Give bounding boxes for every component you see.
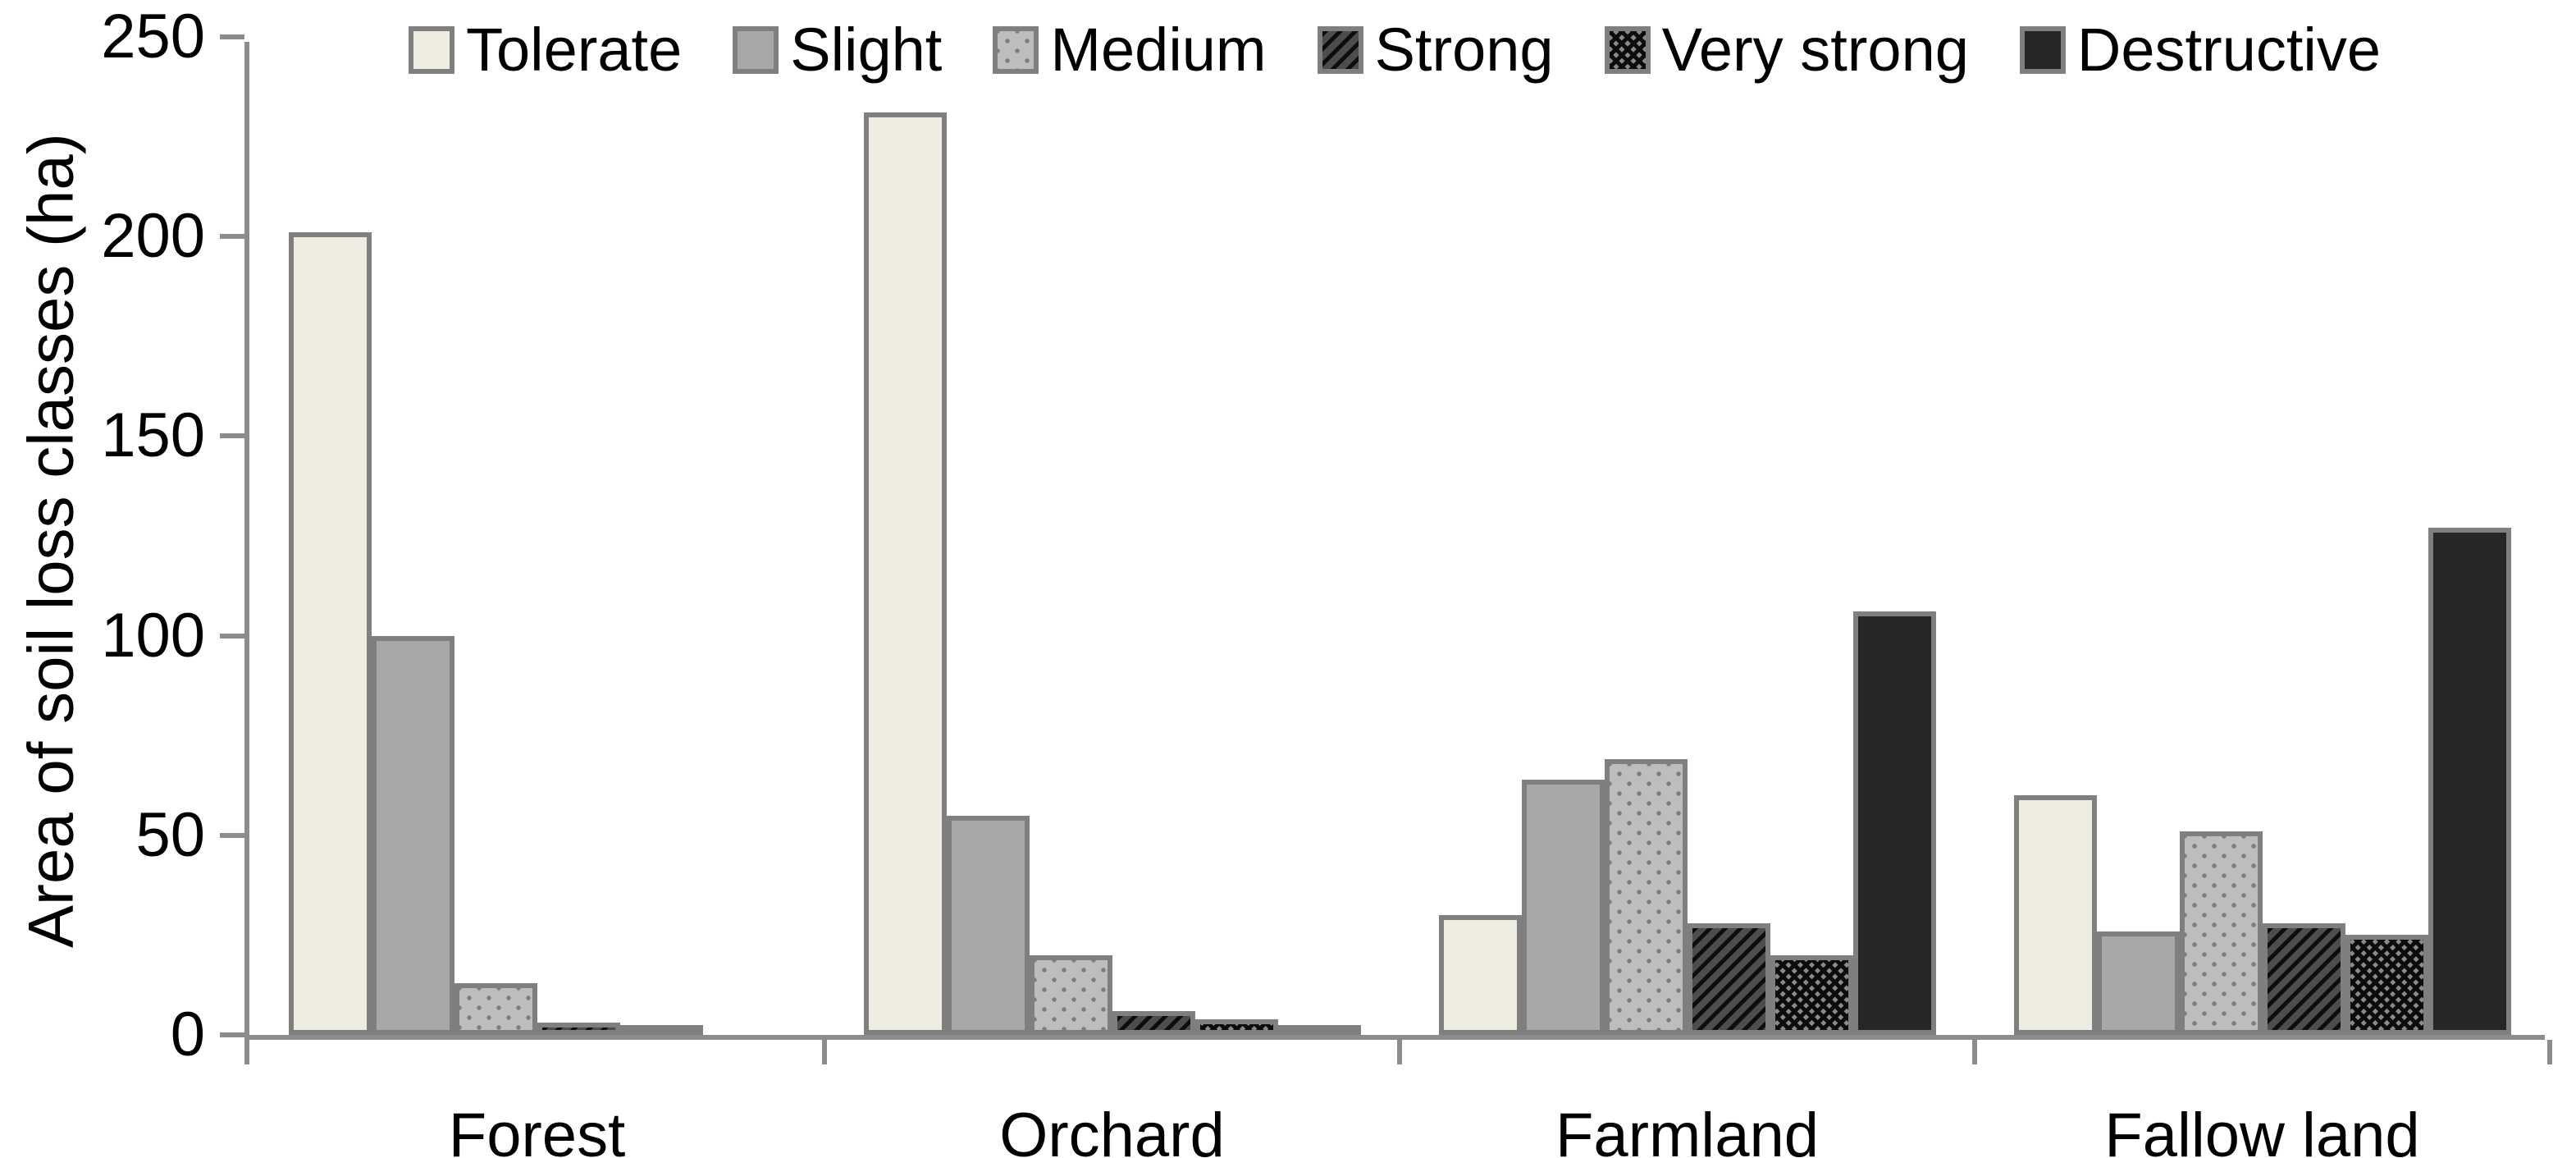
y-tick-mark — [220, 1032, 244, 1037]
legend-item-medium: Medium — [993, 16, 1267, 84]
y-tick-mark — [220, 433, 244, 439]
bar-very-strong — [2345, 935, 2428, 1035]
legend-label: Very strong — [1661, 16, 1969, 84]
bar-group-farmland — [1400, 611, 1975, 1035]
y-tick-label: 250 — [101, 2, 205, 71]
bar-very-strong — [1194, 1018, 1278, 1035]
bar-very-strong — [1770, 954, 1853, 1035]
bar-slight — [371, 635, 454, 1035]
bar-slight — [946, 815, 1030, 1035]
bar-medium — [1604, 759, 1688, 1035]
legend-item-very-strong: Very strong — [1604, 16, 1969, 84]
y-tick-label: 200 — [101, 201, 205, 272]
y-tick-label: 150 — [101, 400, 205, 471]
x-boundary-tick — [822, 1040, 827, 1064]
bar-medium — [1029, 954, 1112, 1035]
legend-swatch-icon — [2019, 26, 2066, 74]
bar-destructive — [1277, 1025, 1361, 1035]
legend-item-destructive: Destructive — [2019, 16, 2382, 84]
bar-group-fallow-land — [1975, 528, 2550, 1035]
legend-swatch-icon — [1604, 26, 1651, 74]
bar-group-forest — [249, 232, 824, 1035]
bar-tolerate — [1438, 915, 1522, 1035]
legend-label: Tolerate — [465, 16, 683, 84]
x-category-label: Fallow land — [2104, 1101, 2420, 1158]
legend-swatch-icon — [1317, 26, 1363, 74]
x-category-label: Farmland — [1555, 1101, 1819, 1158]
legend-swatch-icon — [733, 26, 779, 74]
legend-label: Medium — [1050, 16, 1267, 84]
bar-strong — [537, 1023, 620, 1035]
x-boundary-tick — [244, 1040, 249, 1064]
legend-item-slight: Slight — [733, 18, 942, 82]
x-category-label: Orchard — [999, 1101, 1225, 1158]
bar-strong — [1112, 1010, 1195, 1035]
bar-destructive — [1852, 611, 1936, 1035]
x-boundary-tick — [1972, 1040, 1977, 1064]
chart-legend: Tolerate Slight Medium Strong Very strong Des… — [244, 13, 2545, 87]
legend-label: Strong — [1374, 16, 1554, 84]
y-tick-label: 50 — [135, 799, 205, 870]
y-tick-mark — [220, 34, 244, 39]
bar-destructive — [2428, 528, 2511, 1035]
y-tick-label: 100 — [101, 600, 205, 671]
bar-strong — [1687, 922, 1770, 1035]
bar-slight — [2096, 931, 2180, 1035]
bar-strong — [2262, 922, 2345, 1035]
bar-medium — [454, 982, 537, 1035]
y-axis-title: Area of soil loss classes (ha) — [14, 133, 87, 949]
x-boundary-tick — [1397, 1040, 1402, 1064]
y-tick-mark — [220, 234, 244, 240]
bar-group-orchard — [824, 112, 1400, 1035]
bar-medium — [2179, 831, 2263, 1035]
bar-slight — [1521, 779, 1605, 1035]
legend-label: Destructive — [2076, 16, 2382, 84]
x-boundary-tick — [2547, 1040, 2552, 1064]
bar-very-strong — [619, 1025, 703, 1035]
legend-item-tolerate: Tolerate — [408, 16, 683, 84]
y-tick-mark — [220, 633, 244, 639]
x-category-label: Forest — [448, 1101, 626, 1158]
bar-tolerate — [2013, 795, 2097, 1035]
bar-tolerate — [863, 112, 947, 1035]
y-tick-mark — [220, 832, 244, 838]
y-tick-label: 0 — [170, 1000, 205, 1069]
legend-swatch-icon — [408, 26, 454, 74]
plot-area: 0 50 100 150 200 250 Forest Orchard Farmland Fall… — [101, 4, 2552, 1158]
legend-swatch-icon — [993, 26, 1039, 74]
legend-item-strong: Strong — [1317, 16, 1554, 84]
legend-label: Slight — [790, 16, 943, 84]
bar-tolerate — [288, 232, 372, 1035]
